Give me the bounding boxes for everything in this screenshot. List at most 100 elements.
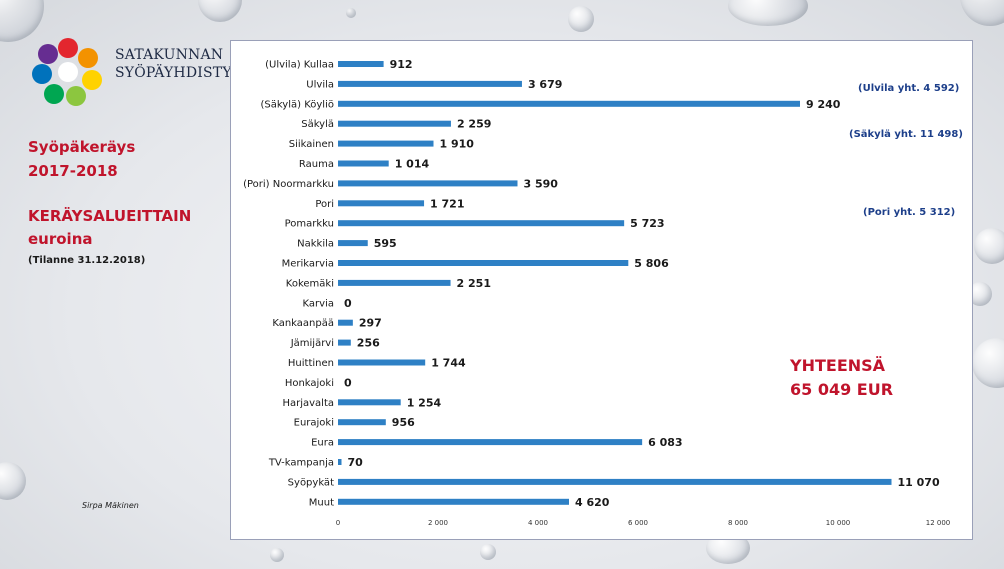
- category-label: (Pori) Noormarkku: [243, 179, 334, 190]
- bar: [338, 220, 625, 227]
- data-label: 3 590: [524, 177, 559, 190]
- total-value: 65 049 EUR: [790, 380, 894, 399]
- category-label: Ulvila: [306, 79, 334, 90]
- note-ulvila: (Ulvila yht. 4 592): [858, 83, 960, 94]
- water-drop: [960, 0, 1004, 26]
- category-label: Eurajoki: [294, 418, 334, 429]
- note-sakyla: (Säkylä yht. 11 498): [849, 129, 963, 140]
- data-label: 912: [390, 58, 413, 71]
- bar: [338, 399, 401, 406]
- data-label: 1 721: [430, 197, 464, 210]
- category-label: Pomarkku: [285, 219, 334, 230]
- data-label: 2 251: [457, 277, 491, 290]
- category-label: Honkajoki: [285, 378, 334, 389]
- x-tick-label: 8 000: [728, 519, 748, 527]
- note-pori: (Pori yht. 5 312): [863, 207, 956, 218]
- category-label: Huittinen: [288, 358, 334, 369]
- category-label: Eura: [311, 438, 334, 449]
- bar: [338, 160, 389, 167]
- bar: [338, 498, 569, 505]
- x-tick-label: 6 000: [628, 519, 648, 527]
- data-label: 2 259: [457, 118, 491, 131]
- data-label: 6 083: [648, 436, 682, 449]
- data-label: 595: [374, 237, 397, 250]
- x-tick-label: 12 000: [926, 519, 951, 527]
- category-label: Merikarvia: [282, 259, 334, 270]
- data-label: 3 679: [528, 78, 562, 91]
- bar: [338, 140, 434, 147]
- category-label: Kokemäki: [286, 278, 334, 289]
- title-line4: euroina: [28, 230, 93, 248]
- category-label: (Säkylä) Köyliö: [261, 99, 335, 110]
- water-drop: [346, 8, 356, 18]
- data-label: 297: [359, 317, 382, 330]
- data-label: 4 620: [575, 496, 610, 509]
- bar: [338, 100, 800, 107]
- category-label: Jämijärvi: [290, 338, 334, 349]
- category-label: Säkylä: [301, 119, 334, 130]
- bar-chart: (Ulvila) Kullaa 912 Ulvila 3 679 (Säkylä) Kö…: [243, 58, 951, 527]
- bar: [338, 359, 426, 366]
- data-label: 5 806: [634, 257, 669, 270]
- total-label: YHTEENSÄ: [790, 356, 886, 375]
- data-label: 0: [344, 376, 352, 389]
- bar: [338, 419, 386, 426]
- bar: [338, 319, 353, 326]
- water-drop: [974, 228, 1004, 264]
- org-name-line2: SYÖPÄYHDISTYS: [115, 65, 242, 81]
- data-label: 9 240: [806, 98, 841, 111]
- water-drop: [972, 338, 1004, 388]
- bar: [338, 61, 384, 67]
- category-label: TV-kampanja: [268, 458, 334, 469]
- category-label: Nakkila: [297, 239, 334, 250]
- bar: [338, 200, 425, 207]
- bar: [338, 439, 643, 446]
- category-label: Syöpykät: [288, 477, 334, 488]
- bar: [338, 459, 342, 465]
- bar: [338, 279, 451, 286]
- water-drop: [728, 0, 808, 26]
- bar: [338, 80, 522, 87]
- water-drop: [270, 548, 284, 562]
- water-drop: [568, 6, 594, 32]
- chart-panel: (Ulvila) Kullaa 912 Ulvila 3 679 (Säkylä) Kö…: [230, 40, 973, 540]
- category-label: Harjavalta: [282, 398, 334, 409]
- data-label: 70: [348, 456, 364, 469]
- x-tick-label: 10 000: [826, 519, 851, 527]
- title-line1: Syöpäkeräys: [28, 138, 136, 156]
- data-label: 1 014: [395, 158, 430, 171]
- org-name-line1: SATAKUNNAN: [115, 47, 224, 63]
- bar: [338, 120, 451, 127]
- x-tick-label: 2 000: [428, 519, 448, 527]
- water-drop: [0, 462, 26, 500]
- data-label: 11 070: [898, 476, 940, 489]
- data-label: 956: [392, 416, 415, 429]
- category-label: Muut: [309, 497, 334, 508]
- category-label: Kankaanpää: [272, 318, 334, 329]
- data-label: 1 910: [440, 138, 475, 151]
- category-label: Pori: [315, 199, 334, 210]
- bar: [338, 180, 518, 187]
- data-label: 1 744: [431, 357, 466, 370]
- x-tick-label: 0: [336, 519, 340, 527]
- category-label: Rauma: [299, 159, 334, 170]
- bar: [338, 240, 368, 247]
- category-label: Karvia: [303, 298, 334, 309]
- title-line2: 2017-2018: [28, 162, 118, 180]
- data-label: 5 723: [630, 217, 664, 230]
- status-date: (Tilanne 31.12.2018): [28, 255, 146, 266]
- bar: [338, 260, 629, 266]
- data-label: 256: [357, 337, 380, 350]
- x-tick-label: 4 000: [528, 519, 548, 527]
- logo: [32, 38, 102, 106]
- water-drop: [198, 0, 242, 22]
- title-line3: KERÄYSALUEITTAIN: [28, 207, 192, 225]
- category-label: (Ulvila) Kullaa: [265, 60, 334, 71]
- category-label: Siikainen: [289, 139, 334, 150]
- data-label: 0: [344, 297, 352, 310]
- water-drop: [480, 544, 496, 560]
- bar: [338, 339, 351, 346]
- bar: [338, 478, 892, 485]
- data-label: 1 254: [407, 396, 442, 409]
- author-name: Sirpa Mäkinen: [82, 501, 139, 510]
